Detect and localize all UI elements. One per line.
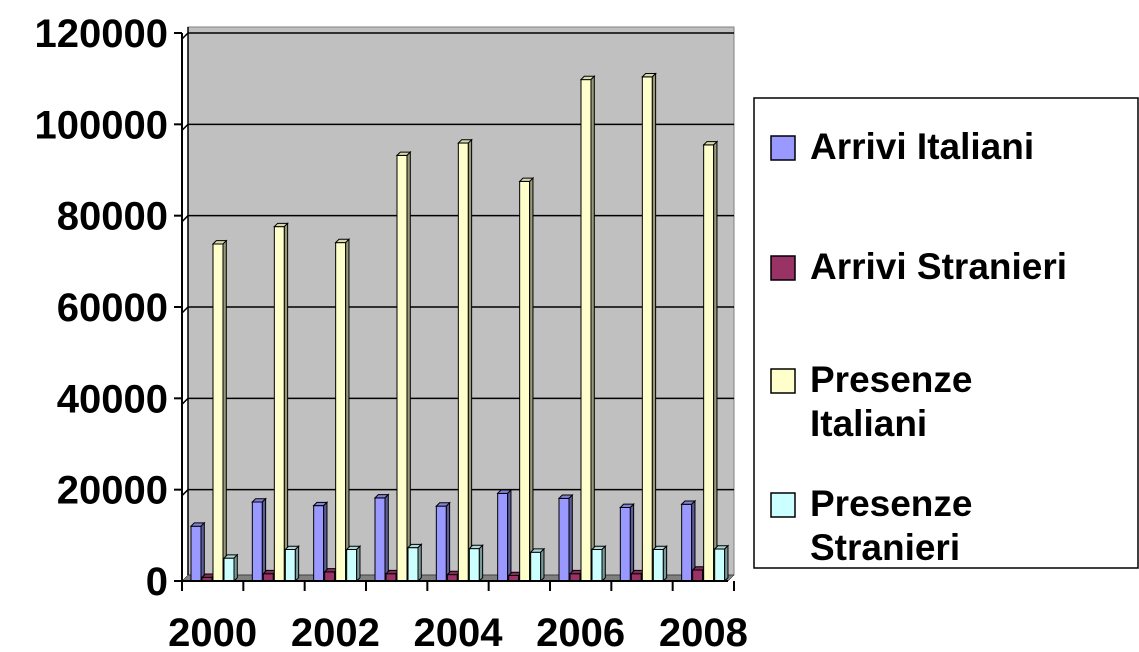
bar <box>529 547 546 583</box>
legend-swatch <box>770 492 796 518</box>
y-tick-label: 100000 <box>35 103 168 147</box>
bar <box>641 72 657 583</box>
legend-label: Presenze Stranieri <box>810 483 973 568</box>
bar <box>518 176 535 583</box>
legend-swatch <box>770 255 796 281</box>
legend-label: Arrivi Stranieri <box>810 246 1067 287</box>
bar <box>395 150 412 583</box>
plot-area <box>181 26 735 583</box>
y-tick-label: 40000 <box>57 377 168 421</box>
bar <box>652 544 668 583</box>
x-tick-label: 2002 <box>291 611 380 652</box>
bar <box>406 543 423 583</box>
legend-swatch <box>770 368 796 394</box>
bar <box>251 497 267 583</box>
x-tick-label: 2000 <box>168 611 257 652</box>
y-axis: 0 20000 40000 60000 80000 100000 120000 <box>35 12 183 604</box>
bar <box>702 140 719 583</box>
legend: Arrivi Italiani Arrivi Stranieri Presenze I… <box>753 97 1139 569</box>
x-tick-label: 2004 <box>414 611 504 652</box>
legend-label: Arrivi Italiani <box>810 126 1034 167</box>
bar <box>189 521 206 583</box>
y-tick-label: 20000 <box>57 469 168 513</box>
bar <box>579 75 596 583</box>
bar <box>457 138 473 583</box>
y-tick-label: 120000 <box>35 12 168 56</box>
legend-item: Presenze Stranieri <box>770 483 973 568</box>
legend-item: Arrivi Stranieri <box>770 246 1067 287</box>
legend-swatch <box>770 135 796 161</box>
bar <box>334 238 351 583</box>
x-tick-label: 2008 <box>659 611 748 652</box>
bar <box>590 544 607 583</box>
legend-item: Arrivi Italiani <box>770 126 1034 167</box>
bar <box>273 222 289 583</box>
bar <box>222 553 239 583</box>
bar <box>468 544 484 583</box>
legend-label: Presenze Italiani <box>810 359 973 444</box>
bar <box>284 544 300 583</box>
bar <box>373 493 390 583</box>
bar <box>680 499 697 583</box>
x-axis: 2000 2002 2004 2006 2008 <box>168 580 748 652</box>
bar <box>496 488 513 583</box>
x-tick-label: 2006 <box>536 611 625 652</box>
legend-item: Presenze Italiani <box>770 359 973 444</box>
bar <box>557 493 574 583</box>
y-tick-label: 0 <box>146 560 168 604</box>
bar <box>345 544 362 583</box>
legend-box <box>753 97 1139 569</box>
bar <box>312 501 329 583</box>
bar <box>211 239 228 583</box>
bar <box>713 544 730 583</box>
bar <box>619 502 635 583</box>
y-tick-label: 60000 <box>57 286 168 330</box>
y-tick-label: 80000 <box>57 195 168 239</box>
bar <box>435 501 451 583</box>
